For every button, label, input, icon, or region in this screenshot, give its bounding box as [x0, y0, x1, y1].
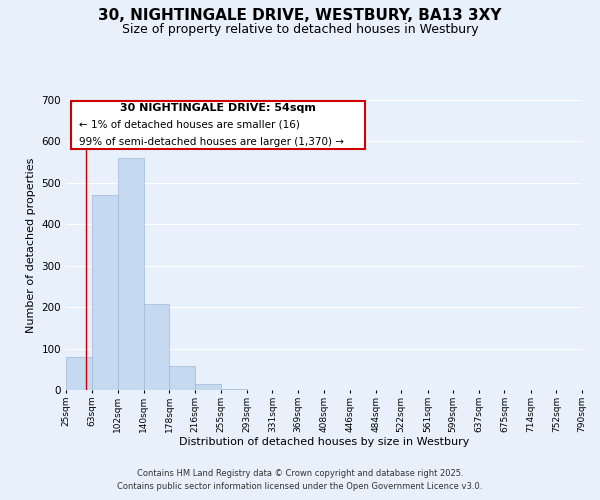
- X-axis label: Distribution of detached houses by size in Westbury: Distribution of detached houses by size …: [179, 438, 469, 448]
- Text: Contains HM Land Registry data © Crown copyright and database right 2025.: Contains HM Land Registry data © Crown c…: [137, 468, 463, 477]
- FancyBboxPatch shape: [71, 102, 365, 150]
- Text: 30, NIGHTINGALE DRIVE, WESTBURY, BA13 3XY: 30, NIGHTINGALE DRIVE, WESTBURY, BA13 3X…: [98, 8, 502, 22]
- Text: 99% of semi-detached houses are larger (1,370) →: 99% of semi-detached houses are larger (…: [79, 137, 344, 147]
- Bar: [118, 158, 143, 390]
- Bar: [195, 384, 221, 390]
- Text: ← 1% of detached houses are smaller (16): ← 1% of detached houses are smaller (16): [79, 120, 300, 130]
- Text: Contains public sector information licensed under the Open Government Licence v3: Contains public sector information licen…: [118, 482, 482, 491]
- Bar: [143, 304, 169, 390]
- Y-axis label: Number of detached properties: Number of detached properties: [26, 158, 36, 332]
- Text: Size of property relative to detached houses in Westbury: Size of property relative to detached ho…: [122, 22, 478, 36]
- Bar: [221, 389, 247, 390]
- Bar: [92, 196, 118, 390]
- Text: 30 NIGHTINGALE DRIVE: 54sqm: 30 NIGHTINGALE DRIVE: 54sqm: [120, 103, 316, 113]
- Bar: [169, 366, 195, 390]
- Bar: [66, 357, 92, 390]
